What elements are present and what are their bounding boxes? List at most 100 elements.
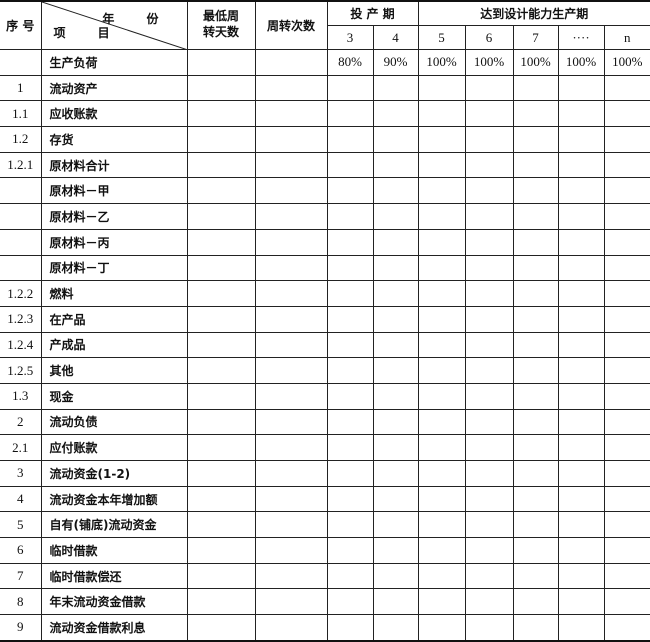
empty-cell [372,305,419,333]
empty-cell [512,614,559,642]
empty-cell [186,100,256,128]
table-row: 1.2.4 产成品 [0,331,650,359]
empty-cell [254,305,328,333]
empty-cell [557,305,605,333]
empty-cell [557,177,605,205]
empty-cell [464,537,514,564]
row-seq: 2 [0,408,42,436]
empty-cell [372,100,419,128]
row-item: 原材料－乙 [40,203,188,230]
empty-cell [372,588,419,616]
empty-cell [512,382,559,410]
empty-cell [186,614,256,642]
empty-cell [417,280,466,307]
empty-cell [417,562,466,590]
empty-cell [326,434,374,461]
empty-cell [186,357,256,384]
empty-cell [326,305,374,333]
empty-cell [557,280,605,307]
row-seq: 1.2 [0,126,42,153]
load-value: 100% [603,49,650,76]
empty-cell [372,254,419,282]
year-0: 3 [327,25,374,50]
empty-cell [557,614,605,642]
empty-cell [254,177,328,205]
empty-cell [557,203,605,230]
empty-cell [417,100,466,128]
row-item: 原材料合计 [40,151,188,179]
empty-cell [186,74,256,102]
empty-cell [186,254,256,282]
empty-cell [254,126,328,153]
empty-cell [186,537,256,564]
empty-cell [186,408,256,436]
empty-cell [603,382,650,410]
empty-cell [557,254,605,282]
row-seq: 4 [0,485,42,513]
empty-cell [512,100,559,128]
table-row: 1 流动资产 [0,74,650,102]
empty-cell [512,177,559,205]
empty-cell [254,382,328,410]
empty-cell [326,357,374,384]
empty-cell [557,228,605,256]
row-item: 应付账款 [40,434,188,461]
empty-cell [417,254,466,282]
empty-cell [603,588,650,616]
empty-cell [372,382,419,410]
empty-cell [417,614,466,642]
empty-cell [186,511,256,539]
empty-cell [372,126,419,153]
row-item: 产成品 [40,331,188,359]
row-item: 流动资金(1-2) [40,460,188,487]
empty-cell [512,126,559,153]
empty-cell [326,126,374,153]
empty-cell [512,74,559,102]
row-seq: 1.2.2 [0,280,42,307]
header-diagonal-cell: 年 份 项 目 [40,0,188,50]
empty-cell [557,408,605,436]
year-2: 5 [417,25,466,50]
empty-cell [603,562,650,590]
empty-cell [186,588,256,616]
row-item: 应收账款 [40,100,188,128]
table-row: 1.2.3 在产品 [0,305,650,333]
empty-cell [417,434,466,461]
row-item: 原材料－甲 [40,177,188,205]
table-row: 1.2 存货 [0,126,650,153]
empty-cell [557,382,605,410]
empty-cell [603,254,650,282]
empty-cell [557,74,605,102]
empty-cell [326,74,374,102]
empty-cell [464,254,514,282]
table-row: 1.3 现金 [0,382,650,410]
cell [254,49,328,76]
empty-cell [417,511,466,539]
empty-cell [326,511,374,539]
empty-cell [464,562,514,590]
empty-cell [326,254,374,282]
empty-cell [372,331,419,359]
empty-cell [603,203,650,230]
empty-cell [372,357,419,384]
empty-cell [186,434,256,461]
row-item: 在产品 [40,305,188,333]
empty-cell [326,614,374,642]
row-item: 年末流动资金借款 [40,588,188,616]
row-seq [0,254,42,282]
header-year: 年 份 [102,12,173,26]
row-item: 流动资金借款利息 [40,614,188,642]
empty-cell [512,511,559,539]
empty-cell [603,151,650,179]
empty-cell [603,614,650,642]
empty-cell [603,434,650,461]
empty-cell [464,203,514,230]
row-item: 临时借款 [40,537,188,564]
empty-cell [372,562,419,590]
row-seq: 1 [0,74,42,102]
empty-cell [512,331,559,359]
header-trial-period: 投 产 期 [326,0,419,26]
empty-cell [557,100,605,128]
row-seq: 1.2.4 [0,331,42,359]
